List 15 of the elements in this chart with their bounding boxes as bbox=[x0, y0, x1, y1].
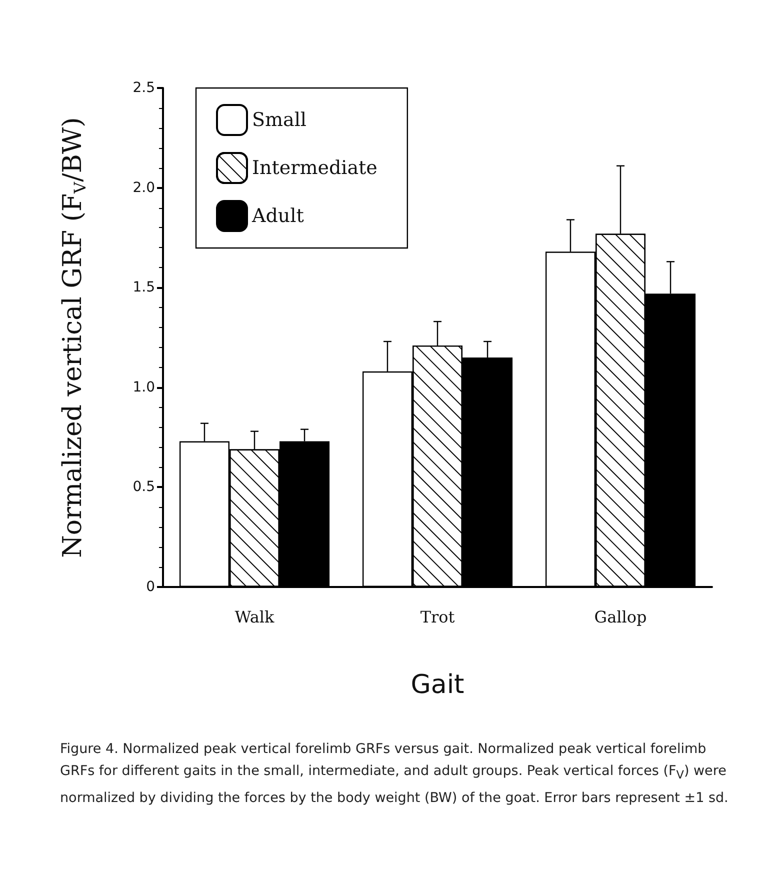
x-axis-title: Gait bbox=[410, 670, 464, 700]
legend-label: Adult bbox=[251, 205, 304, 227]
x-tick-label: Walk bbox=[234, 608, 275, 626]
legend-label: Intermediate bbox=[252, 157, 378, 179]
x-tick-label: Trot bbox=[420, 608, 456, 626]
y-axis-title: Normalized vertical GRF (FV/BW) bbox=[58, 117, 90, 558]
x-tick-label: Gallop bbox=[594, 608, 647, 626]
y-tick-label: 1.0 bbox=[132, 379, 155, 396]
y-tick-label: 1.5 bbox=[132, 280, 155, 296]
y-tick-label: 0.5 bbox=[132, 479, 155, 496]
legend-label: Small bbox=[252, 109, 307, 131]
y-tick-label: 0 bbox=[146, 579, 155, 595]
y-tick-label: 2.0 bbox=[132, 180, 155, 196]
caption: Figure 4. Normalized peak vertical forelimb GRFs versus gait. Normalized peak vertical forelimb GRFs for different gaits in the small, intermediate, and adult groups. Peak vertical forces (F$_{V}$) were normalized by dividing the forces by the body weight (BW) of the goat. Error bars represent ±1 sd. bbox=[60, 740, 730, 808]
y-tick-label: 2.5 bbox=[132, 80, 155, 96]
